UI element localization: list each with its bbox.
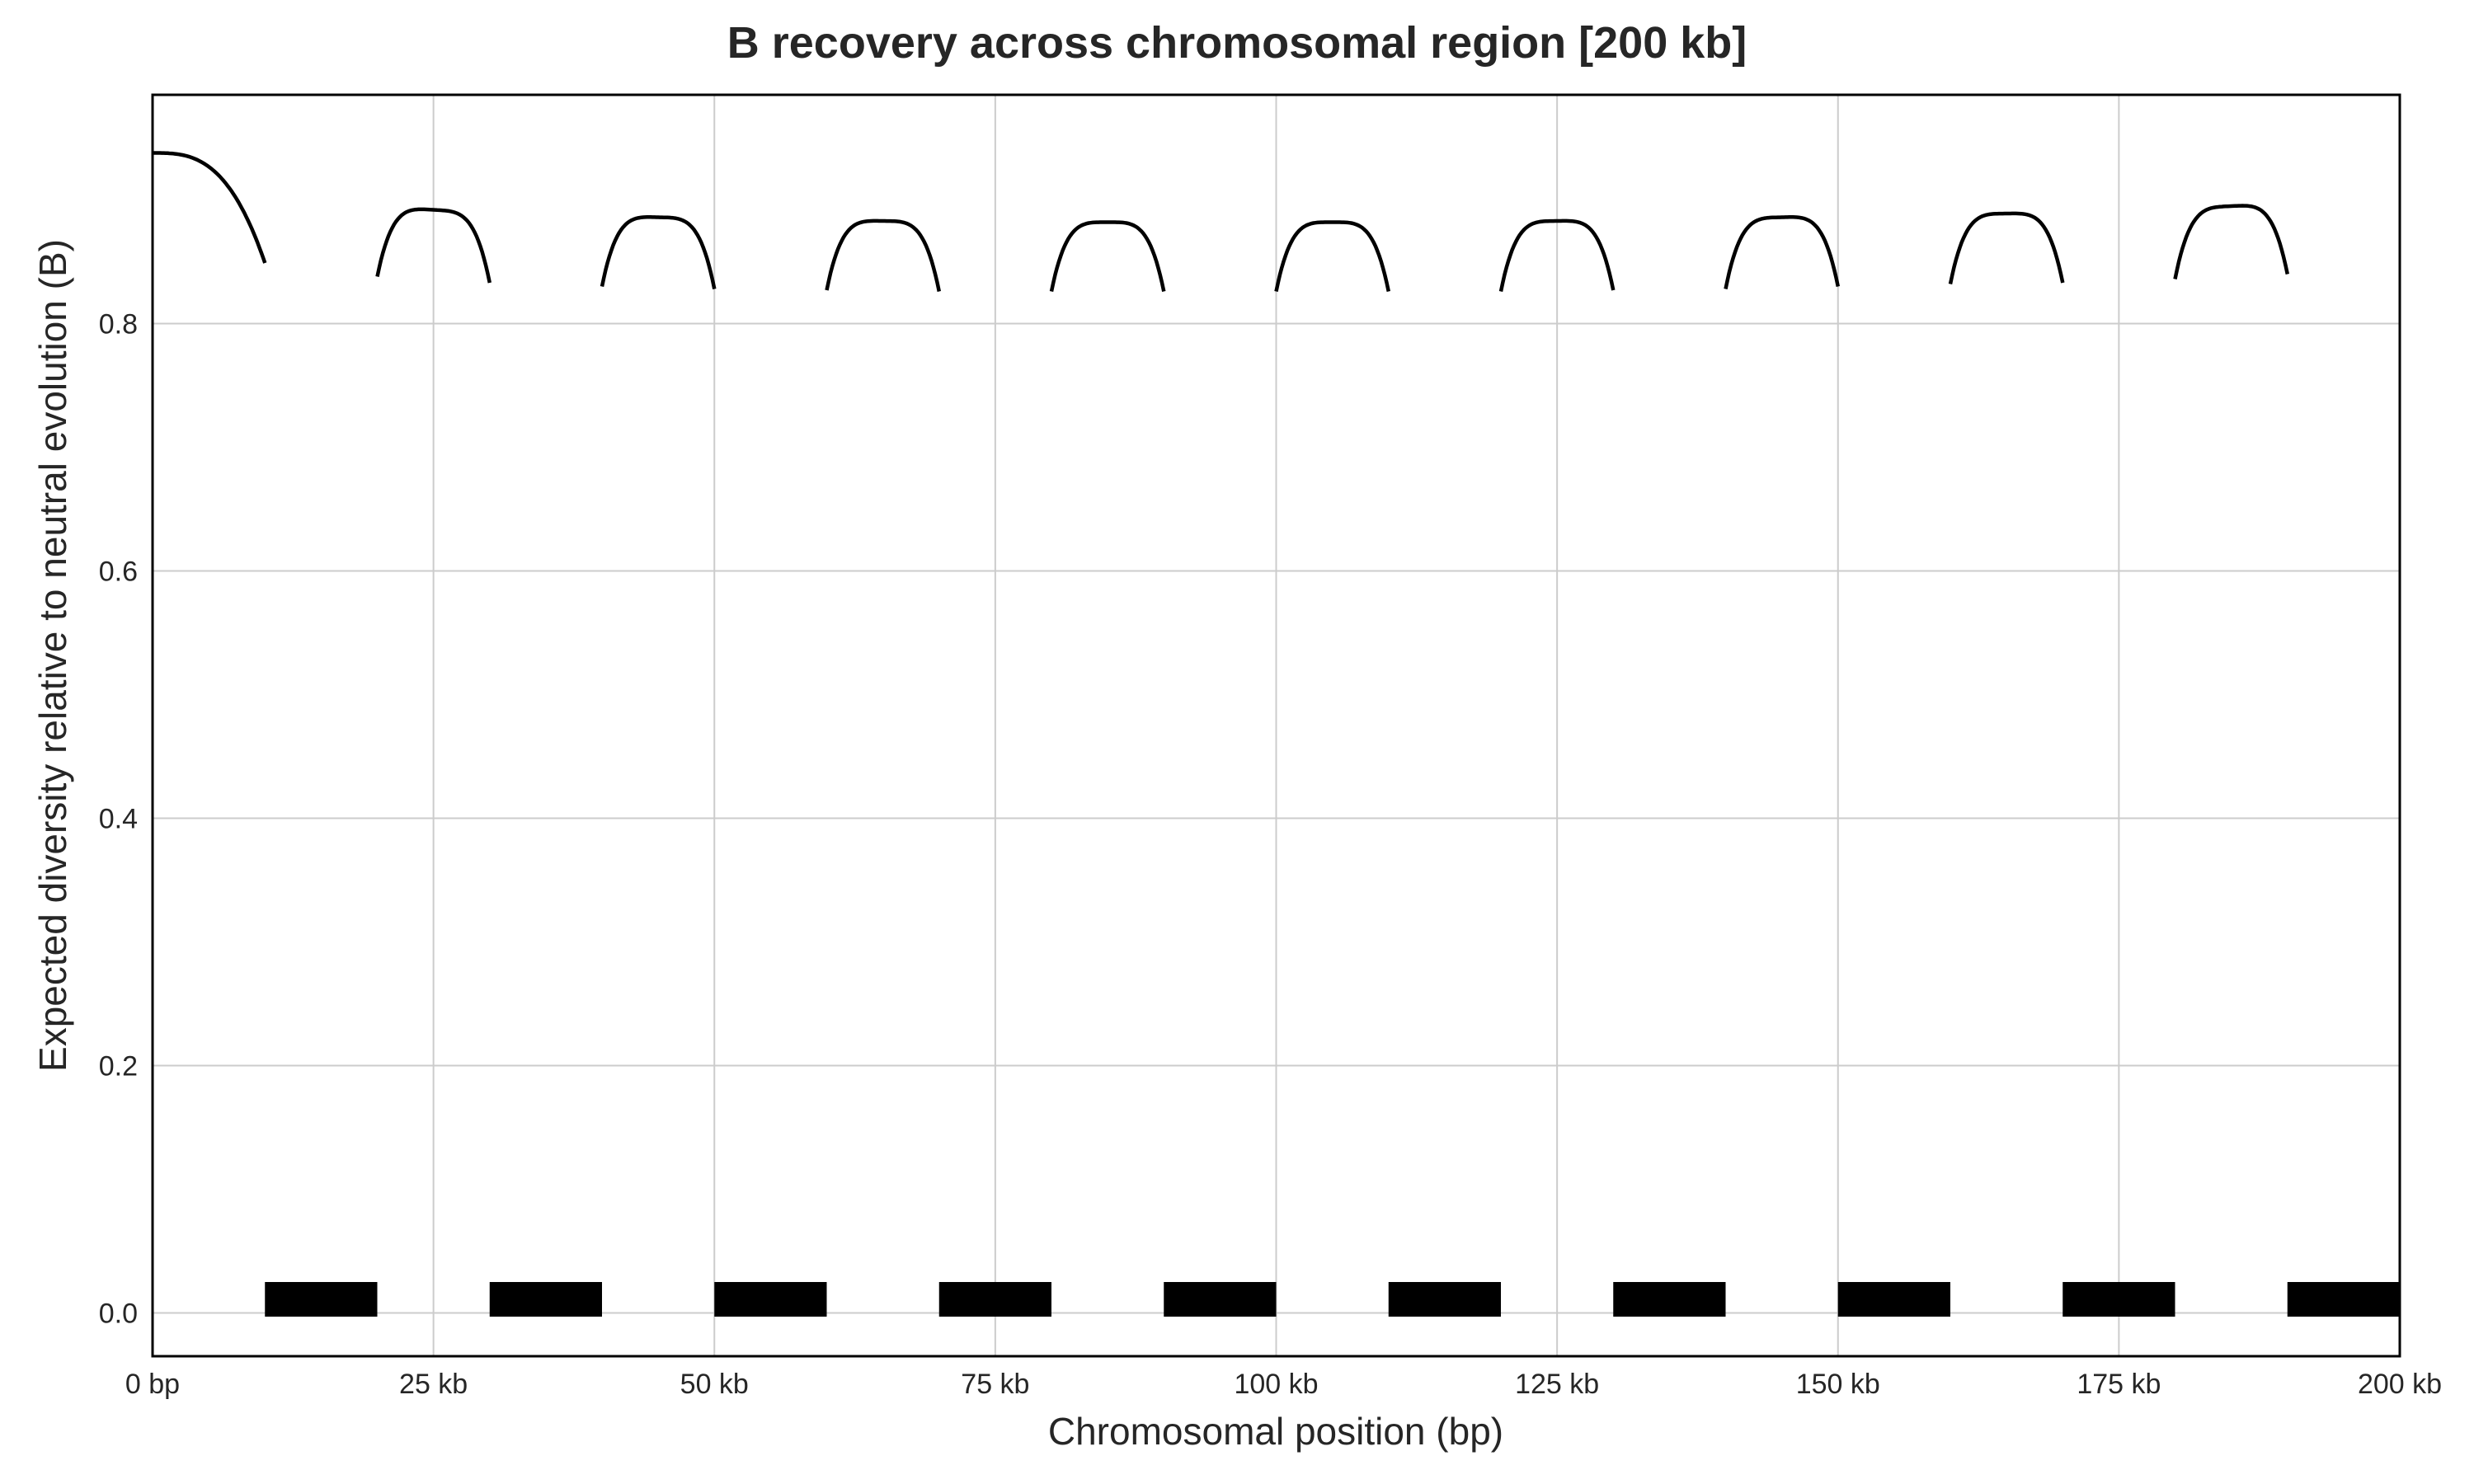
selected-region-bar: [714, 1282, 827, 1317]
x-tick-label: 75 kb: [961, 1369, 1029, 1400]
y-tick-label: 0.2: [99, 1051, 138, 1082]
b-curve-segment: [1948, 211, 2065, 284]
y-tick-label: 0.8: [99, 309, 138, 340]
x-tick-label: 0 bp: [125, 1369, 180, 1400]
x-tick-label: 125 kb: [1515, 1369, 1599, 1400]
x-axis-ticks: 0 bp 25 kb 50 kb 75 kb 100 kb 125 kb 150 kb 175…: [125, 1369, 2442, 1400]
b-curve-segment: [1724, 215, 1841, 289]
x-axis-label: Chromosomal position (bp): [1048, 1410, 1503, 1453]
x-tick-label: 25 kb: [399, 1369, 468, 1400]
selected-region-bar: [489, 1282, 602, 1317]
b-curve-segment: [375, 207, 492, 284]
b-curve-segment: [1049, 220, 1166, 292]
b-curve-segment: [2173, 204, 2289, 279]
b-curve-segment: [1274, 220, 1390, 292]
selected-region-bar: [2287, 1282, 2400, 1317]
b-curve: [153, 151, 2289, 292]
y-tick-label: 0.0: [99, 1298, 138, 1330]
selected-regions: [265, 1282, 2400, 1317]
y-tick-label: 0.4: [99, 804, 138, 835]
selected-region-bar: [1388, 1282, 1501, 1317]
y-tick-label: 0.6: [99, 556, 138, 588]
selected-region-bar: [938, 1282, 1051, 1317]
grid: [152, 95, 2401, 1356]
x-tick-label: 175 kb: [2077, 1369, 2161, 1400]
b-curve-segment: [825, 218, 942, 292]
x-tick-label: 150 kb: [1796, 1369, 1880, 1400]
x-tick-label: 100 kb: [1234, 1369, 1318, 1400]
b-curve-segment: [600, 215, 717, 289]
y-axis-ticks: 0.0 0.2 0.4 0.6 0.8: [99, 309, 138, 1330]
b-curve-segment: [153, 151, 267, 264]
selected-region-bar: [2062, 1282, 2175, 1317]
selected-region-bar: [1613, 1282, 1726, 1317]
plot-frame: [151, 93, 2401, 1358]
selected-region-bar: [1837, 1282, 1950, 1317]
selected-region-bar: [265, 1282, 378, 1317]
selected-region-bar: [1164, 1282, 1277, 1317]
b-curve-segment: [1498, 218, 1616, 292]
x-tick-label: 50 kb: [680, 1369, 749, 1400]
chart-title: B recovery across chromosomal region [20…: [727, 18, 1747, 68]
x-tick-label: 200 kb: [2358, 1369, 2442, 1400]
y-axis-label: Expected diversity relative to neutral e…: [31, 239, 74, 1072]
